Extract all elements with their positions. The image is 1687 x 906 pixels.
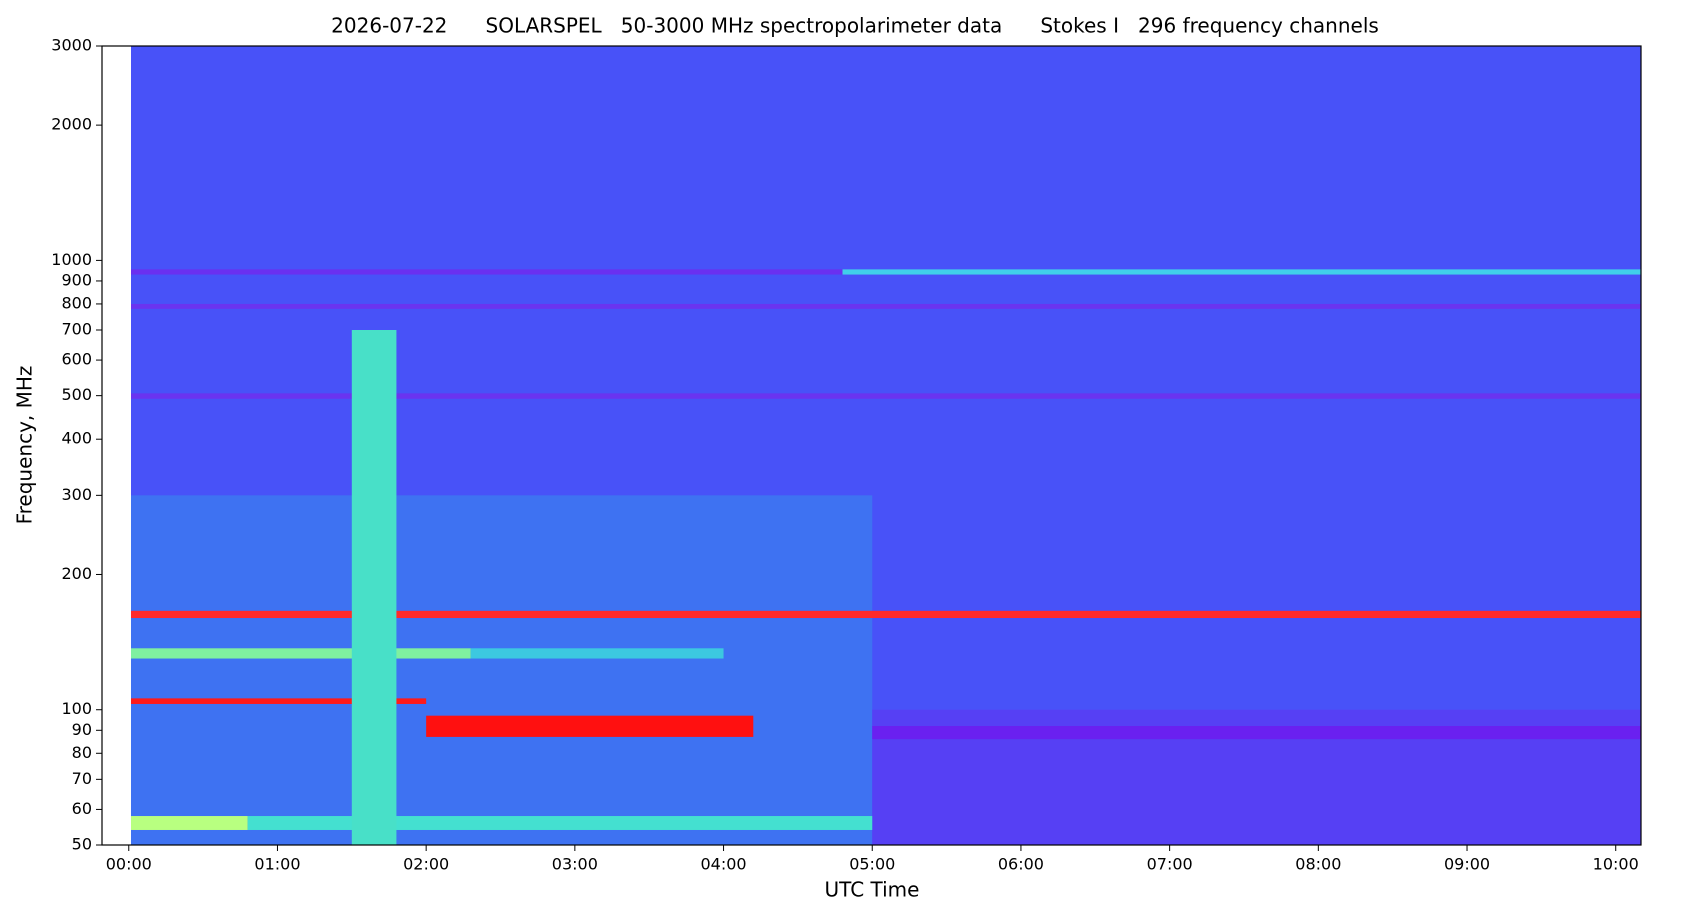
y-tick-label: 80 (72, 743, 92, 762)
spectrum-region (872, 726, 1641, 740)
spectrum-region (426, 715, 754, 737)
spectrum-region (842, 269, 1641, 275)
x-tick-label: 05:00 (849, 855, 895, 874)
y-tick-label: 100 (61, 699, 92, 718)
x-tick-label: 02:00 (403, 855, 449, 874)
x-tick-label: 00:00 (106, 855, 152, 874)
y-tick-label: 500 (61, 385, 92, 404)
x-tick-label: 03:00 (552, 855, 598, 874)
spectrum-region (130, 648, 471, 659)
spectrum-region (130, 303, 1642, 309)
y-tick-label: 70 (72, 769, 92, 788)
spectrum-region (130, 495, 873, 845)
x-tick-label: 08:00 (1295, 855, 1341, 874)
plot-area (130, 46, 1642, 846)
x-tick-label: 07:00 (1147, 855, 1193, 874)
y-tick-label: 2000 (51, 115, 92, 134)
spectrum-region (470, 648, 724, 659)
y-tick-label: 50 (72, 835, 92, 854)
x-tick-label: 09:00 (1444, 855, 1490, 874)
y-tick-label: 300 (61, 485, 92, 504)
y-axis-label: Frequency, MHz (13, 366, 37, 525)
y-tick-label: 3000 (51, 36, 92, 55)
y-tick-label: 900 (61, 270, 92, 289)
y-tick-label: 600 (61, 350, 92, 369)
y-tick-label: 400 (61, 429, 92, 448)
plot-frame (101, 45, 1642, 846)
chart-title: 2026-07-22 SOLARSPEL 50-3000 MHz spectro… (331, 14, 1379, 38)
y-tick-label: 700 (61, 319, 92, 338)
x-tick-label: 06:00 (998, 855, 1044, 874)
spectrum-region (130, 269, 843, 275)
spectrum-region (130, 698, 427, 704)
spectrum-region (130, 393, 1642, 399)
x-axis-label: UTC Time (825, 878, 920, 902)
spectrum-region (247, 816, 873, 830)
spectrum-region (130, 610, 1642, 619)
y-tick-label: 60 (72, 799, 92, 818)
y-tick-label: 1000 (51, 250, 92, 269)
x-tick-label: 01:00 (254, 855, 300, 874)
spectrum-region (130, 816, 248, 830)
y-tick-label: 800 (61, 293, 92, 312)
x-tick-label: 10:00 (1593, 855, 1639, 874)
y-tick-label: 200 (61, 564, 92, 583)
y-tick-label: 90 (72, 720, 92, 739)
spectrum-region (351, 329, 397, 846)
x-tick-label: 04:00 (700, 855, 746, 874)
